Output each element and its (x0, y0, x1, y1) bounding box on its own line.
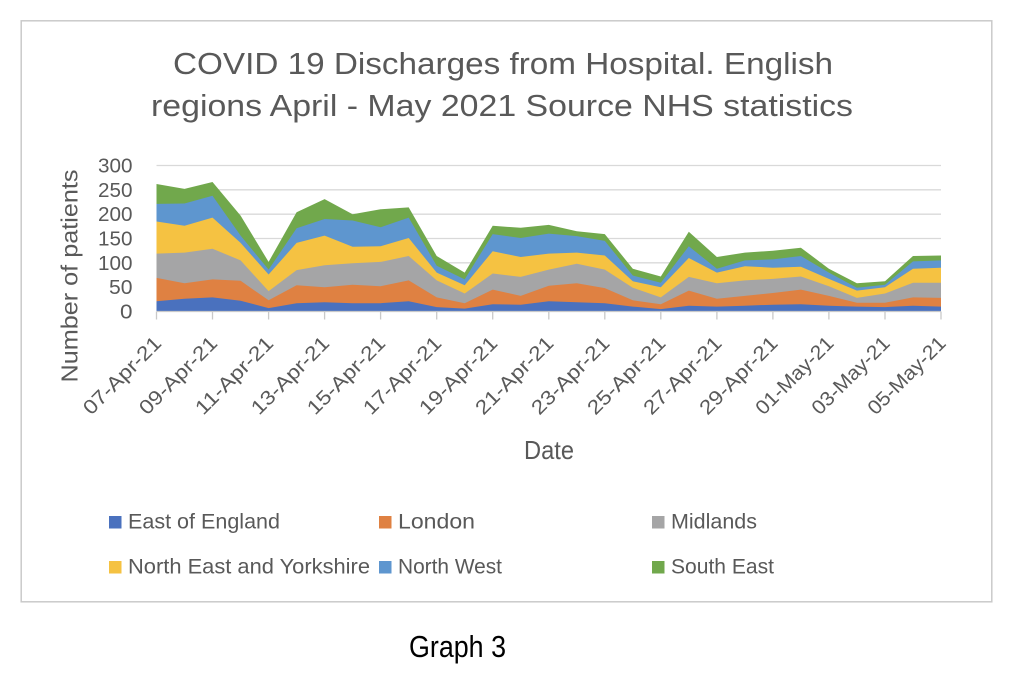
svg-text:0: 0 (120, 302, 133, 324)
svg-text:Date: Date (524, 435, 574, 465)
svg-text:COVID 19 Discharges from Hospi: COVID 19 Discharges from Hospital. Engli… (173, 46, 833, 81)
svg-text:Midlands: Midlands (671, 511, 757, 534)
svg-text:250: 250 (98, 180, 133, 202)
svg-text:50: 50 (109, 277, 133, 299)
svg-text:Number of patients: Number of patients (57, 170, 83, 383)
svg-text:regions April - May 2021 Sourc: regions April - May 2021 Source NHS stat… (151, 88, 853, 123)
svg-text:200: 200 (98, 204, 133, 226)
svg-text:Graph 3: Graph 3 (409, 629, 506, 664)
svg-text:South East: South East (671, 556, 774, 579)
svg-text:East of England: East of England (128, 511, 280, 534)
svg-text:North West: North West (398, 556, 502, 579)
svg-text:150: 150 (98, 229, 133, 251)
svg-text:North East and Yorkshire: North East and Yorkshire (128, 556, 370, 579)
svg-text:London: London (398, 511, 475, 534)
svg-text:100: 100 (98, 253, 133, 275)
svg-text:300: 300 (98, 156, 133, 178)
